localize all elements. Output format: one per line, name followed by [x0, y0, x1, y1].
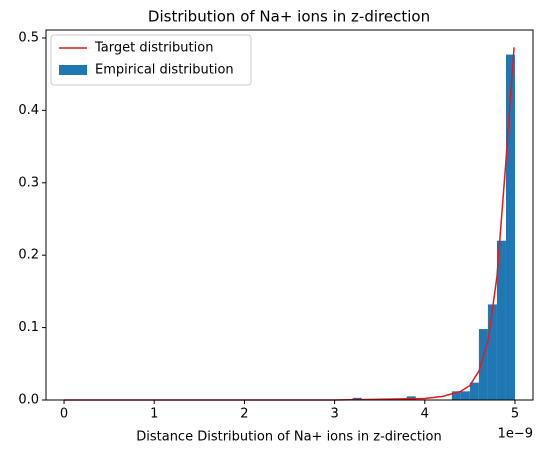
y-tick-label: 0.2 — [18, 248, 39, 263]
target-line — [64, 47, 515, 401]
y-tick-label: 0.0 — [18, 393, 39, 408]
y-tick-label: 0.1 — [18, 320, 39, 335]
x-tick-label: 2 — [240, 407, 248, 422]
x-tick-label: 3 — [330, 407, 338, 422]
histogram-bar — [487, 304, 497, 400]
x-tick-label: 5 — [511, 407, 519, 422]
y-tick-label: 0.5 — [18, 30, 39, 45]
histogram-bar — [460, 391, 470, 400]
x-tick-label: 0 — [60, 407, 68, 422]
histogram-bar — [505, 54, 515, 400]
legend-box — [50, 34, 252, 86]
x-offset-label: 1e−9 — [498, 427, 533, 442]
legend-label: Target distribution — [94, 41, 213, 56]
chart-title: Distribution of Na+ ions in z-direction — [148, 8, 430, 26]
x-tick-label: 1 — [150, 407, 158, 422]
histogram-bar — [478, 329, 488, 400]
histogram-bar — [469, 382, 479, 400]
x-axis-label: Distance Distribution of Na+ ions in z-d… — [136, 430, 442, 445]
y-tick-label: 0.3 — [18, 175, 39, 190]
y-tick-label: 0.4 — [18, 103, 39, 118]
histogram-bar — [451, 391, 461, 400]
legend-swatch — [59, 65, 87, 75]
axes-frame — [45, 29, 534, 401]
x-tick-label: 4 — [421, 407, 429, 422]
histogram-bar — [496, 240, 506, 400]
legend-label: Empirical distribution — [95, 63, 234, 78]
